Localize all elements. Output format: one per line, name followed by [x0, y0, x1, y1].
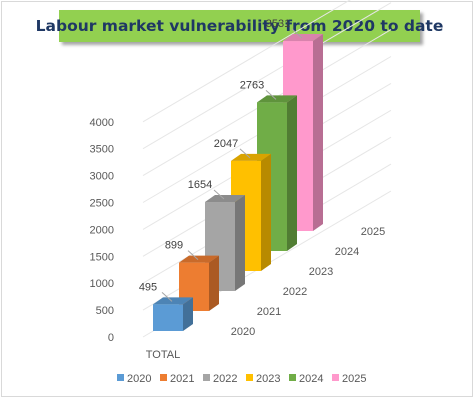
- y-tick-label: 3500: [90, 144, 114, 156]
- y-tick-label: 3000: [90, 171, 114, 183]
- legend-swatch: [160, 374, 167, 381]
- data-label-2021: 899: [165, 240, 183, 252]
- legend-label: 2023: [256, 373, 280, 385]
- data-label-2024: 2763: [240, 79, 264, 91]
- legend-swatch: [246, 374, 253, 381]
- chart-title: Labour market vulnerability from 2020 to…: [35, 17, 444, 35]
- legend-swatch: [117, 374, 124, 381]
- data-label-leader: [291, 28, 303, 39]
- category-label: TOTAL: [146, 349, 180, 361]
- legend-item-2020: 2020: [117, 373, 151, 385]
- bars: [153, 34, 323, 331]
- y-tick-label: 2500: [90, 198, 114, 210]
- legend-item-2025: 2025: [332, 373, 366, 385]
- legend-label: 2022: [213, 373, 237, 385]
- data-label-leader: [213, 189, 225, 200]
- depth-axis-label: 2025: [361, 226, 385, 238]
- legend-label: 2021: [170, 373, 194, 385]
- y-tick-label: 4000: [90, 117, 114, 129]
- data-label-leader: [187, 250, 199, 261]
- legend-item-2023: 2023: [246, 373, 280, 385]
- legend-label: 2025: [342, 373, 366, 385]
- legend-label: 2020: [127, 373, 151, 385]
- bar-2020: [153, 297, 193, 331]
- data-label-2023: 2047: [214, 138, 238, 150]
- legend-swatch: [203, 374, 210, 381]
- depth-axis-label: 2020: [231, 326, 255, 338]
- y-tick-label: 1500: [90, 251, 114, 263]
- data-label-leader: [265, 89, 277, 100]
- y-axis-ticks: 0 500 1000 1500 2000 2500 3000 3500 4000: [90, 117, 114, 344]
- bar-2021: [179, 255, 219, 311]
- legend: 2020 2021 2022 2023 2024 2025: [117, 373, 366, 385]
- depth-axis-label: 2022: [283, 286, 307, 298]
- data-label-leader: [161, 291, 173, 302]
- y-tick-label: 1000: [90, 278, 114, 290]
- data-label-2022: 1654: [188, 179, 212, 191]
- data-label-2020: 495: [139, 281, 157, 293]
- depth-axis-label: 2024: [335, 246, 359, 258]
- legend-label: 2024: [299, 373, 323, 385]
- data-label-2025: 3531: [266, 18, 290, 30]
- legend-item-2024: 2024: [289, 373, 323, 385]
- depth-axis-label: 2023: [309, 266, 333, 278]
- chart-title-box: Labour market vulnerability from 2020 to…: [36, 10, 443, 42]
- legend-swatch: [332, 374, 339, 381]
- gridline: [142, 0, 351, 123]
- gridline: [142, 2, 392, 150]
- category-axis-labels: TOTAL: [146, 349, 180, 361]
- data-labels: 495 899 1654 2047 2763 3531: [139, 18, 303, 302]
- y-tick-label: 0: [108, 332, 114, 344]
- y-tick-label: 2000: [90, 224, 114, 236]
- depth-axis-label: 2021: [257, 306, 281, 318]
- legend-item-2022: 2022: [203, 373, 237, 385]
- legend-swatch: [289, 374, 296, 381]
- y-tick-label: 500: [96, 305, 114, 317]
- legend-item-2021: 2021: [160, 373, 194, 385]
- data-label-leader: [239, 148, 251, 159]
